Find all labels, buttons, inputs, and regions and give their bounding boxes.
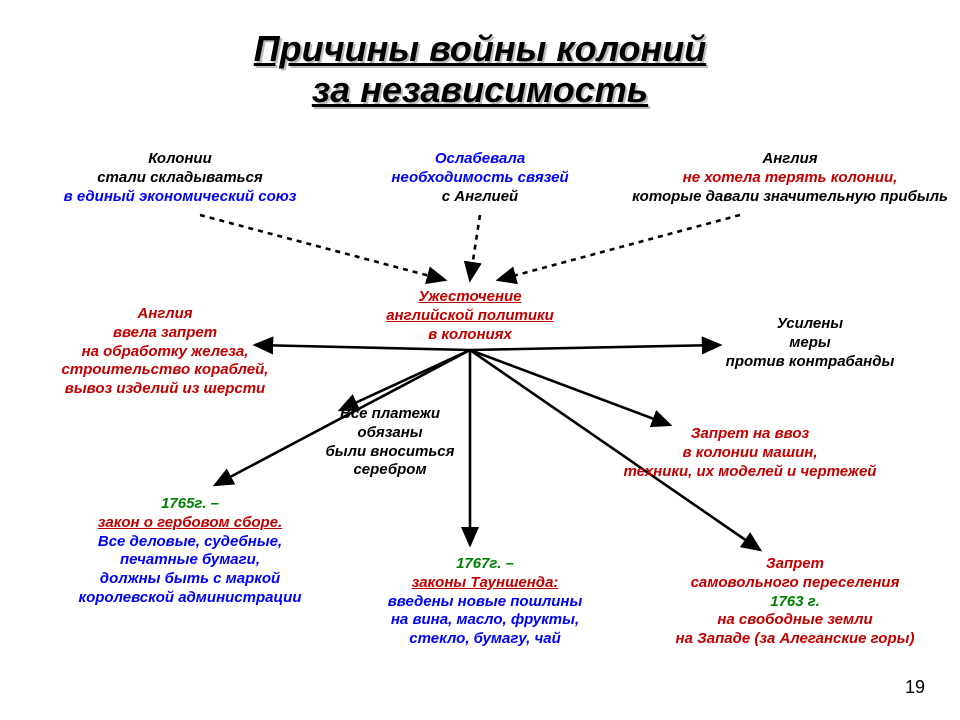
page-number: 19 (905, 677, 925, 698)
node-silver: Все платежи обязаны были вноситься сереб… (300, 405, 480, 480)
node-settle: Запрет самовольного переселения 1763 г. … (640, 555, 950, 649)
title-line1: Причины войны колоний (0, 28, 960, 69)
node-townshend: 1767г. – законы Тауншенда: введены новые… (370, 555, 600, 649)
node-stamp: 1765г. – закон о гербовом сборе. Все дел… (50, 495, 330, 608)
slide: { "title": { "line1": "Причины войны кол… (0, 0, 960, 720)
node-import-ban: Запрет на ввоз в колонии машин, техники,… (590, 425, 910, 481)
node-top-right: Англия не хотела терять колонии, которые… (630, 150, 950, 206)
node-left-ban: Англия ввела запрет на обработку железа,… (40, 305, 290, 399)
slide-title: Причины войны колоний за независимость (0, 28, 960, 111)
node-right-contra: Усилены меры против контрабанды (700, 315, 920, 371)
node-top-mid: Ослабевала необходимость связей с Англие… (340, 150, 620, 206)
title-line2: за независимость (0, 69, 960, 110)
node-top-left: Колонии стали складываться в единый экон… (50, 150, 310, 206)
node-center: Ужесточение английской политики в колони… (350, 288, 590, 344)
